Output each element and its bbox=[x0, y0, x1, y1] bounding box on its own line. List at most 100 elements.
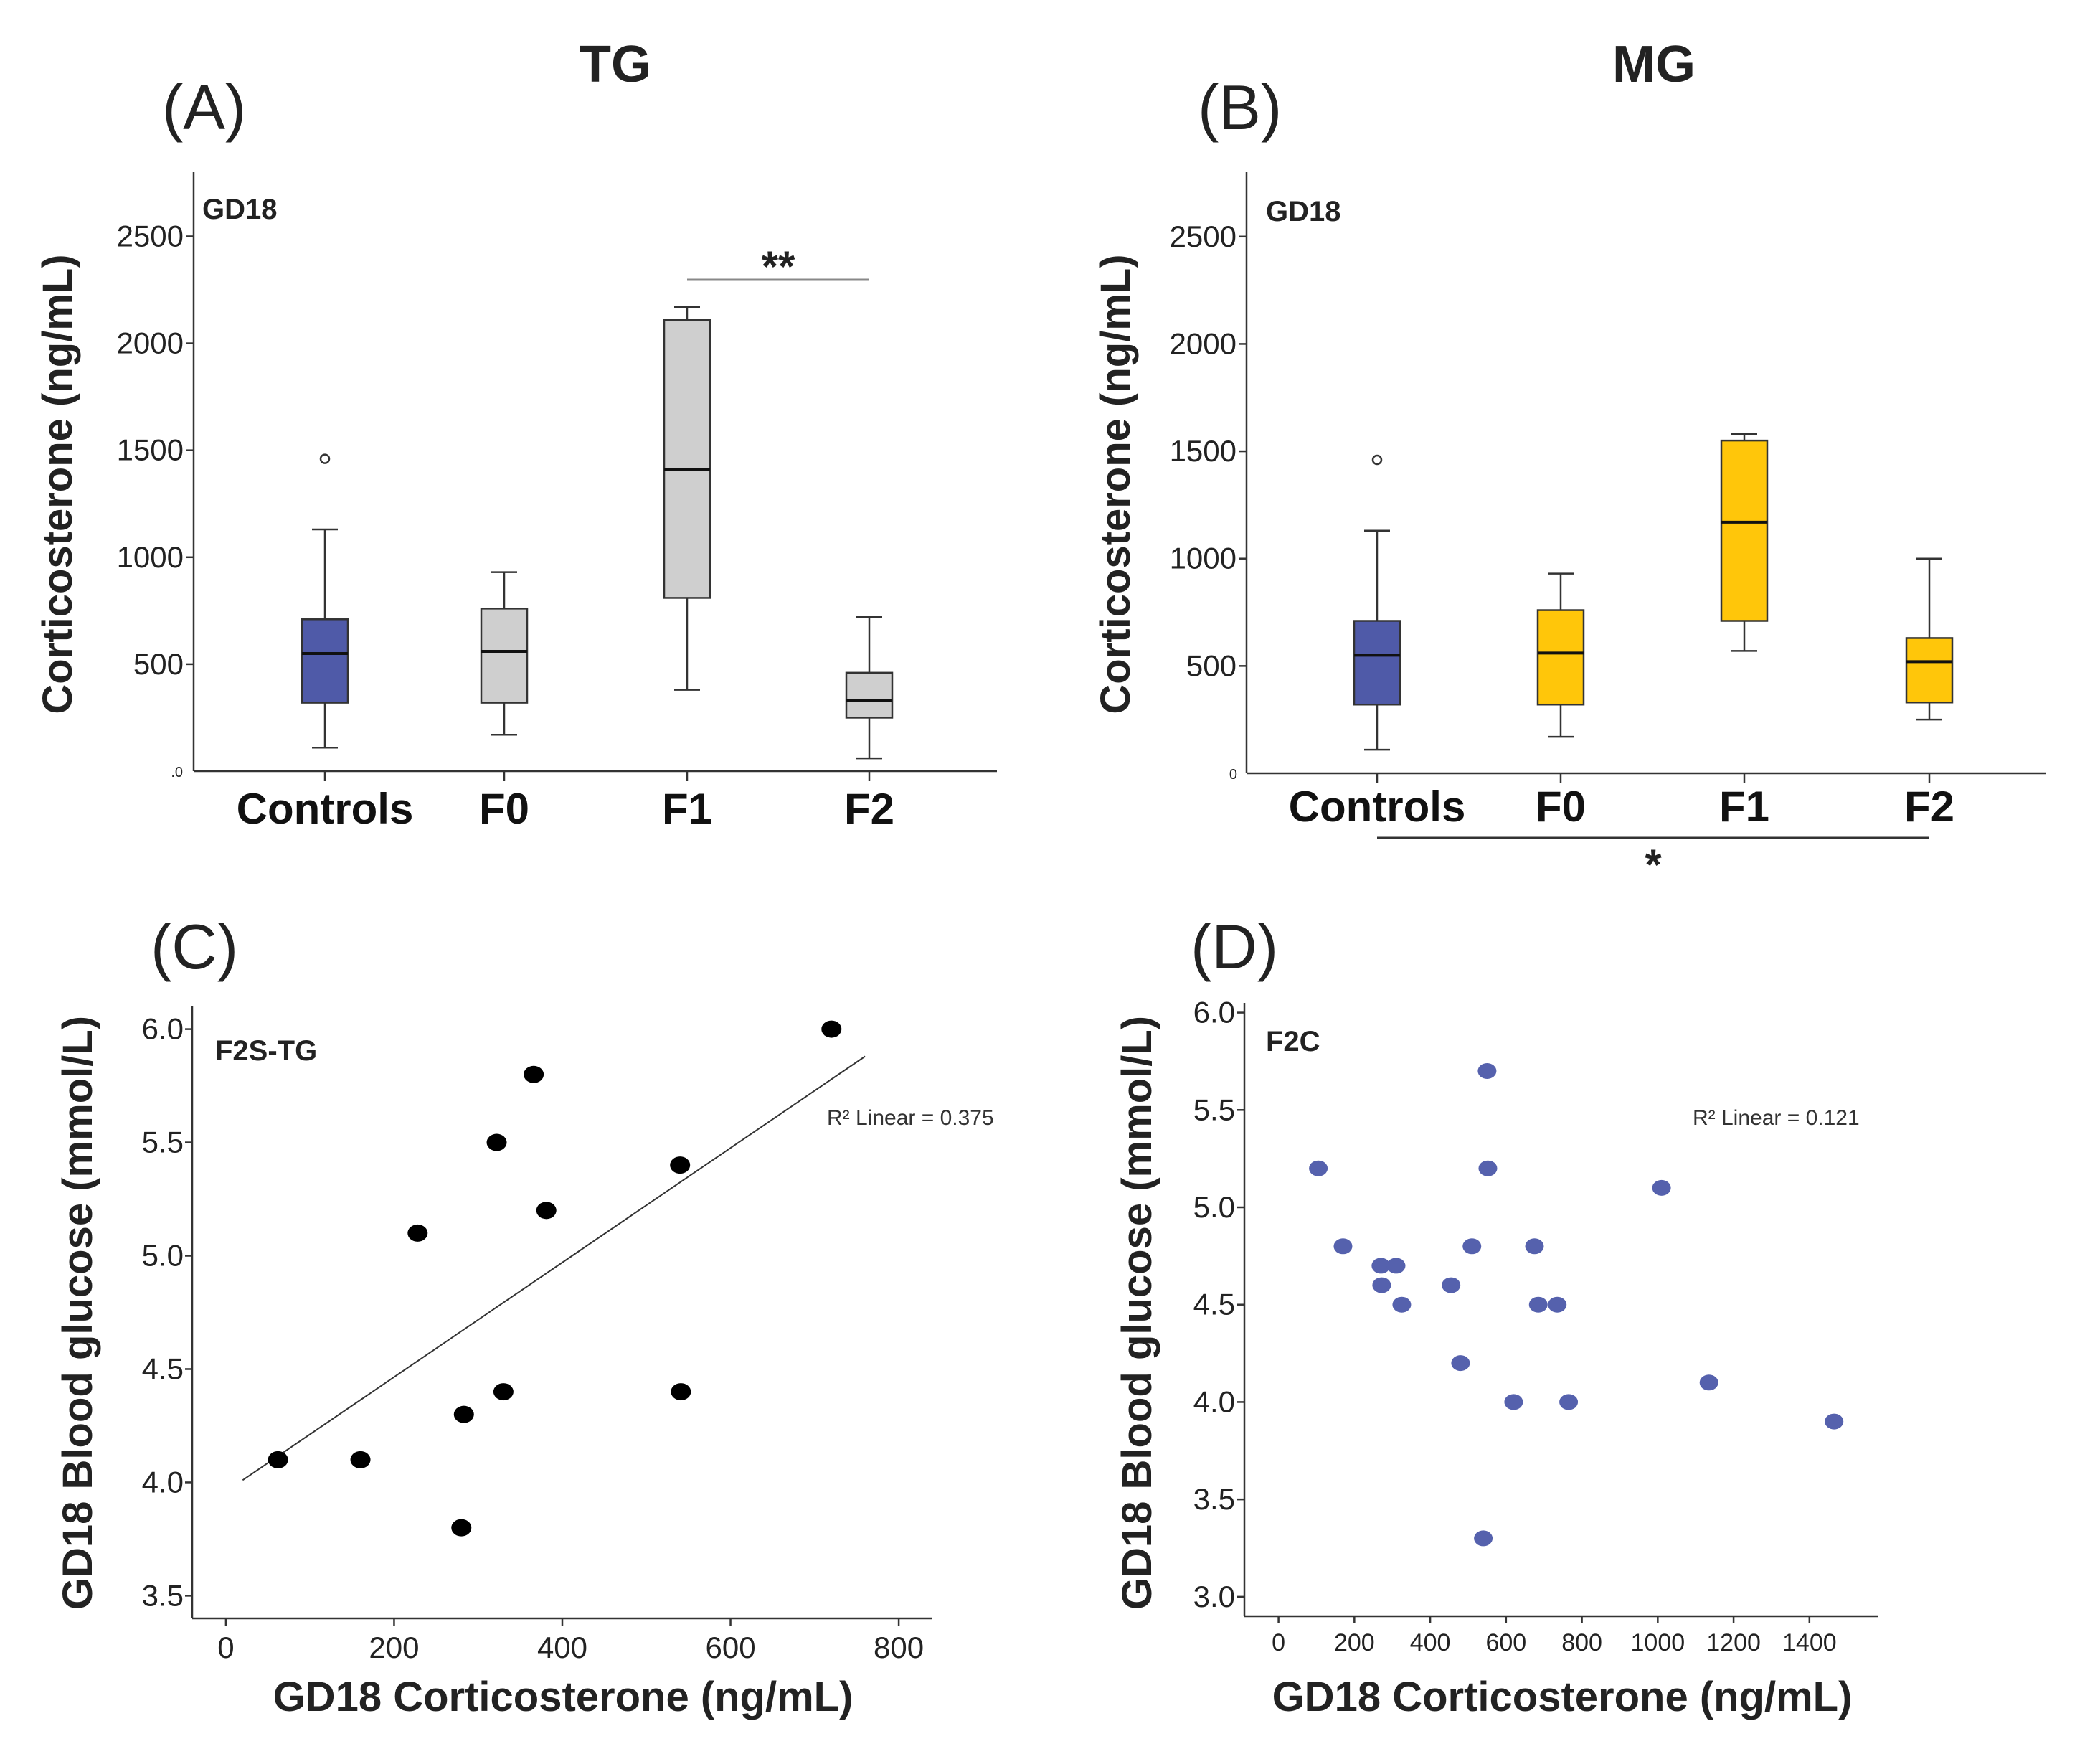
significance-label: * bbox=[1645, 841, 1662, 889]
x-tick-label: 800 bbox=[1561, 1629, 1602, 1656]
panel-c-inset-label: F2S-TG bbox=[215, 1035, 317, 1067]
y-tick-label: 5.5 bbox=[1193, 1093, 1235, 1126]
outlier-point bbox=[319, 453, 331, 464]
panel-d-scatter: 3.0 3.5 4.0 4.5 5.0 5.5 6.0 0 200 400 600 800 1000 12… bbox=[1193, 996, 1878, 1656]
data-point bbox=[453, 1405, 474, 1423]
data-point bbox=[1309, 1160, 1328, 1176]
category-label: F0 bbox=[479, 785, 529, 833]
data-point bbox=[1525, 1238, 1544, 1255]
y-tick-label: 3.5 bbox=[142, 1578, 184, 1612]
x-tick-label: 0 bbox=[217, 1631, 234, 1664]
data-point bbox=[1699, 1374, 1718, 1391]
data-point bbox=[1478, 1160, 1498, 1176]
panel-b-group-title: MG bbox=[1612, 36, 1696, 93]
data-point bbox=[670, 1156, 691, 1174]
panel-a-y-axis-label: Corticosterone (ng/mL) bbox=[34, 254, 81, 714]
y-tick-label: 2500 bbox=[1170, 220, 1236, 253]
data-point bbox=[1504, 1394, 1523, 1410]
data-point bbox=[671, 1383, 691, 1401]
data-point bbox=[536, 1202, 557, 1220]
category-label: F0 bbox=[1536, 783, 1586, 831]
y-tick-label: 5.0 bbox=[142, 1239, 184, 1273]
data-point bbox=[1451, 1355, 1470, 1372]
x-tick-label: 1000 bbox=[1631, 1629, 1685, 1656]
y-tick-label: 4.5 bbox=[142, 1352, 184, 1385]
y-tick-label: 1500 bbox=[1170, 434, 1236, 468]
panel-c-scatter: 3.5 4.0 4.5 5.0 5.5 6.0 0 200 400 600 800 bbox=[142, 1006, 932, 1664]
data-point bbox=[350, 1451, 371, 1468]
outlier-point bbox=[1371, 454, 1383, 466]
y-tick-label: 1000 bbox=[1170, 542, 1236, 575]
data-point bbox=[1474, 1530, 1493, 1547]
x-tick-label: 200 bbox=[369, 1631, 419, 1664]
y-tick-label: 3.5 bbox=[1193, 1482, 1235, 1516]
x-tick-label: 1400 bbox=[1782, 1629, 1837, 1656]
data-point bbox=[486, 1133, 507, 1151]
category-label: F1 bbox=[662, 785, 712, 833]
y-tick-label: 500 bbox=[1186, 648, 1236, 682]
panel-b-letter: (B) bbox=[1198, 72, 1282, 143]
data-point bbox=[1477, 1063, 1497, 1079]
panel-c-r2-label: R² Linear = 0.375 bbox=[827, 1106, 994, 1130]
category-label: Controls bbox=[237, 785, 414, 833]
y-tick-label: 500 bbox=[133, 647, 184, 681]
data-point bbox=[451, 1519, 472, 1537]
panel-a-inset-label: GD18 bbox=[202, 194, 278, 225]
data-point bbox=[1528, 1296, 1548, 1313]
y-tick-label: 1000 bbox=[117, 540, 184, 574]
y-tick-label: 4.5 bbox=[1193, 1288, 1235, 1321]
data-point bbox=[1559, 1394, 1579, 1410]
box-f2 bbox=[845, 671, 894, 719]
data-point bbox=[524, 1065, 544, 1083]
x-tick-label: 600 bbox=[1485, 1629, 1526, 1656]
data-point bbox=[1372, 1277, 1391, 1293]
y-tick-label: 5.0 bbox=[1193, 1190, 1235, 1224]
panel-d-r2-label: R² Linear = 0.121 bbox=[1693, 1106, 1860, 1130]
panel-c-y-axis-label: GD18 Blood glucose (mmol/L) bbox=[55, 1016, 101, 1610]
panel-b-inset-label: GD18 bbox=[1266, 196, 1341, 227]
box-f2 bbox=[1905, 637, 1954, 704]
panel-d-x-axis-label: GD18 Corticosterone (ng/mL) bbox=[1272, 1674, 1853, 1720]
panel-b-boxplot: 500 1000 1500 2000 2500 0 Controls F0 F1 F2 * bbox=[1170, 172, 2046, 889]
fit-line bbox=[242, 1055, 866, 1481]
panel-c-letter: (C) bbox=[151, 911, 238, 982]
y-tick-label: 2500 bbox=[117, 219, 184, 253]
category-label: F2 bbox=[1904, 783, 1954, 831]
data-point bbox=[1442, 1277, 1461, 1293]
panel-d-inset-label: F2C bbox=[1266, 1026, 1320, 1057]
category-label: Controls bbox=[1289, 783, 1466, 831]
data-point bbox=[1652, 1179, 1671, 1196]
x-tick-label: 1200 bbox=[1706, 1629, 1761, 1656]
data-point bbox=[821, 1020, 842, 1038]
category-label: F1 bbox=[1719, 783, 1769, 831]
data-point bbox=[1333, 1238, 1353, 1255]
panel-a-group-title: TG bbox=[580, 36, 651, 93]
data-point bbox=[1371, 1258, 1391, 1274]
panel-d-letter: (D) bbox=[1191, 911, 1278, 982]
y-tick-label: 6.0 bbox=[142, 1012, 184, 1046]
box-f0 bbox=[480, 608, 529, 704]
box-controls bbox=[301, 618, 349, 704]
y-tick-label: 4.0 bbox=[142, 1465, 184, 1499]
data-point bbox=[407, 1224, 428, 1242]
panel-a-boxplot: 500 1000 1500 2000 2500 .0 Controls F0 F1 F2 ** bbox=[117, 172, 997, 833]
x-tick-label: 800 bbox=[874, 1631, 924, 1664]
data-point bbox=[1392, 1296, 1412, 1313]
y-tick-label: 2000 bbox=[117, 326, 184, 360]
y-tick-label: 6.0 bbox=[1193, 996, 1235, 1029]
category-label: F2 bbox=[844, 785, 894, 833]
significance-label: ** bbox=[762, 242, 795, 291]
y-tick-label: 4.0 bbox=[1193, 1385, 1235, 1418]
x-tick-label: 200 bbox=[1334, 1629, 1375, 1656]
box-f1 bbox=[1720, 439, 1769, 622]
y-tick-label: 2000 bbox=[1170, 326, 1236, 360]
data-point bbox=[493, 1383, 514, 1401]
panel-c-x-axis-label: GD18 Corticosterone (ng/mL) bbox=[273, 1674, 854, 1720]
data-point bbox=[1386, 1258, 1406, 1274]
data-point bbox=[1825, 1413, 1844, 1430]
x-tick-label: 400 bbox=[1410, 1629, 1451, 1656]
y-tick-label: 1500 bbox=[117, 433, 184, 467]
box-f0 bbox=[1536, 609, 1585, 706]
data-point bbox=[268, 1451, 288, 1468]
